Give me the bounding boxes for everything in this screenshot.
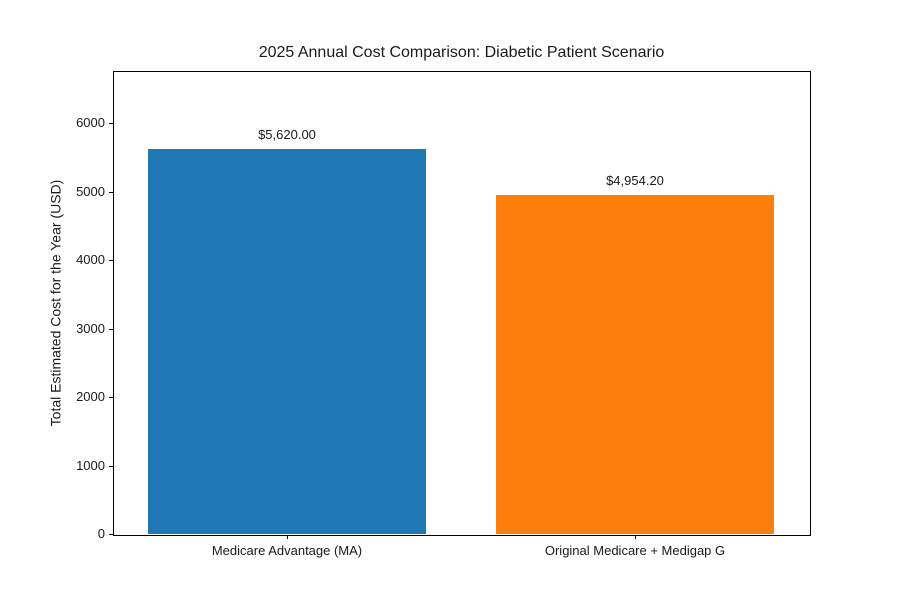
y-tick-label: 0	[97, 526, 105, 541]
x-tick-label: Medicare Advantage (MA)	[211, 543, 363, 558]
y-tick-mark	[109, 328, 113, 330]
y-tick-mark	[109, 260, 113, 262]
y-tick-label: 1000	[76, 457, 105, 473]
bar-value-label: $4,954.20	[606, 172, 664, 188]
y-tick-label: 4000	[76, 252, 105, 268]
y-tick-mark	[109, 123, 113, 125]
y-tick-mark	[109, 534, 113, 535]
bar	[495, 194, 775, 534]
x-tick-label: Original Medicare + Medigap G	[544, 543, 726, 558]
y-tick-label: 3000	[76, 320, 105, 336]
x-tick-mark	[287, 535, 288, 539]
y-tick-mark	[109, 191, 113, 193]
bar	[147, 149, 427, 534]
bar-value-label: $5,620.00	[258, 127, 316, 143]
y-tick-mark	[109, 397, 113, 399]
x-tick-mark	[635, 535, 636, 539]
y-tick-mark	[109, 465, 113, 467]
chart-title: 2025 Annual Cost Comparison: Diabetic Pa…	[258, 44, 665, 61]
y-tick-label: 2000	[76, 389, 105, 405]
y-tick-label: 5000	[76, 183, 105, 199]
y-tick-label: 6000	[76, 115, 105, 131]
